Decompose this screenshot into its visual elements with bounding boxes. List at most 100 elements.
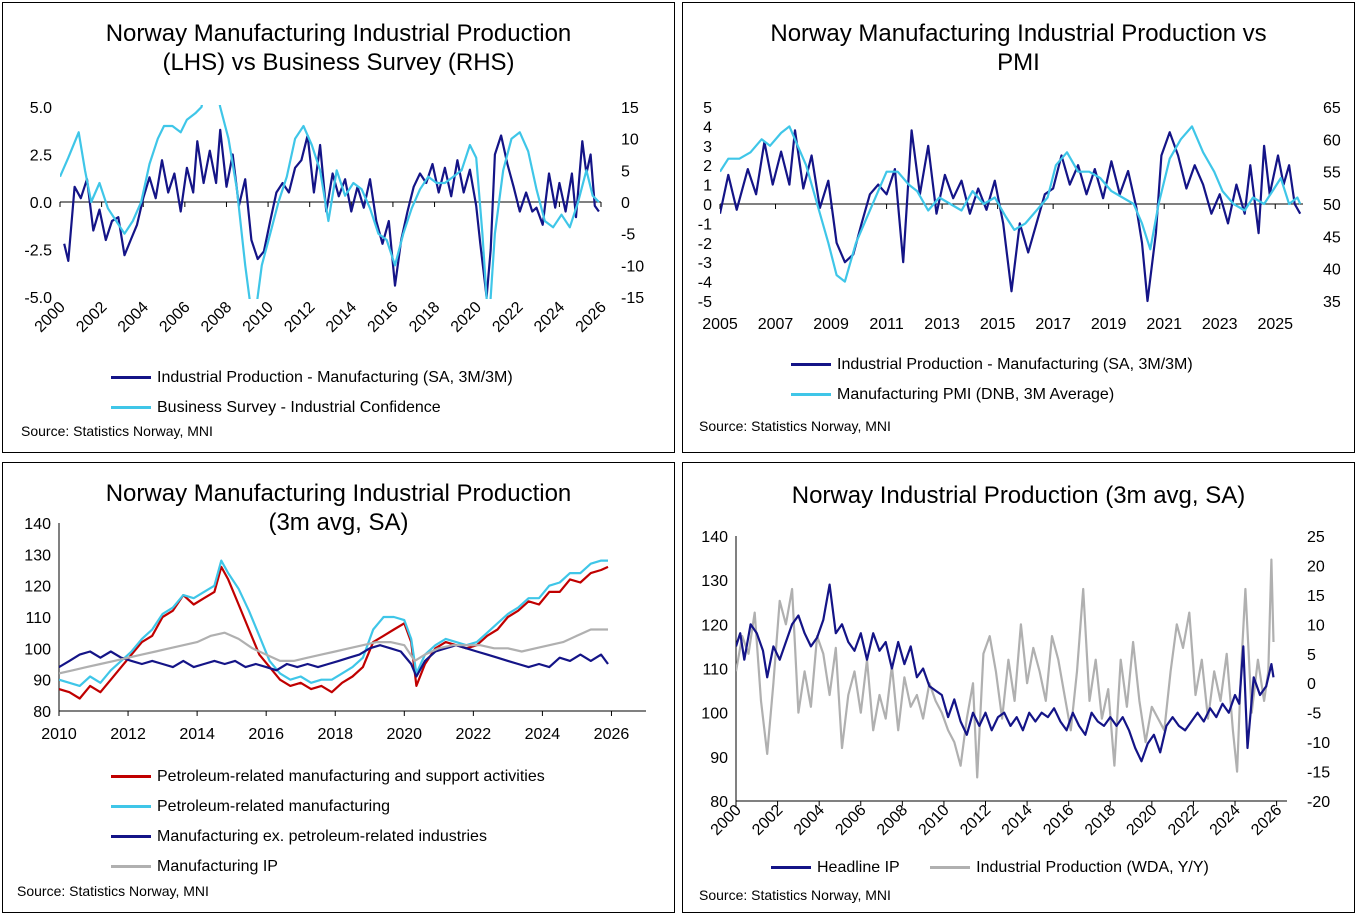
y-right-tick-label: 0	[1307, 676, 1316, 693]
legend-swatch-icon	[791, 393, 831, 397]
y-right-tick-label: 65	[1323, 100, 1341, 117]
chart-plot: 140 130 120 110 100 90 80 2010 2012 2014 2016 2018 2…	[24, 516, 646, 743]
x-tick-label: 2020	[386, 726, 422, 743]
legend-swatch-icon	[791, 363, 831, 367]
legend-item: Headline IP	[771, 853, 900, 883]
y-left-tick-label: 90	[710, 750, 728, 767]
y-right-tick-label: -5	[621, 227, 635, 244]
chart-plot: 5 4 3 2 1 0 -1 -2 -3 -4 -5 65 60 55 50 45 40 35 2005 2007 20…	[698, 100, 1341, 333]
legend-swatch-icon	[111, 805, 151, 809]
y-right-tick-label: 45	[1323, 229, 1341, 246]
legend-item: Manufacturing ex. petroleum-related indu…	[111, 822, 545, 852]
x-tick-label: 2013	[924, 316, 960, 333]
x-tick-label: 2010	[240, 299, 277, 336]
legend-swatch-icon	[111, 406, 151, 410]
y-left-tick-label: -1	[698, 216, 712, 233]
y-left-tick-label: 5.0	[30, 100, 52, 117]
x-tick-label: 2004	[115, 299, 152, 336]
x-tick-label: 2024	[1207, 802, 1244, 839]
y-left-tick-label: 140	[701, 529, 728, 546]
x-tick-label: 2024	[531, 299, 568, 336]
y-right-tick-label: 55	[1323, 165, 1341, 182]
y-left-tick-label: -5.0	[24, 290, 52, 307]
y-right-tick-label: 15	[621, 100, 639, 117]
y-left-tick-label: 110	[25, 610, 51, 627]
y-left-tick-label: 100	[24, 641, 51, 658]
x-tick-label: 2015	[980, 316, 1016, 333]
x-tick-label: 2010	[916, 802, 953, 839]
legend-swatch-icon	[771, 866, 811, 870]
chart-legend: Industrial Production - Manufacturing (S…	[791, 350, 1193, 410]
y-left-tick-label: 5	[703, 100, 712, 117]
y-left-tick-label: 130	[24, 547, 51, 564]
chart-panel-mfg-ip-vs-pmi: Norway Manufacturing Industrial Producti…	[682, 2, 1355, 453]
x-tick-label: 2004	[791, 802, 828, 839]
series-line	[59, 565, 609, 700]
x-tick-label: 2018	[317, 726, 353, 743]
y-right-tick-label: -15	[621, 290, 644, 307]
x-tick-label: 2018	[1082, 802, 1119, 839]
x-tick-label: 2005	[702, 316, 738, 333]
x-tick-label: 2024	[525, 726, 561, 743]
series-line	[59, 644, 609, 678]
y-left-tick-label: 1	[703, 178, 712, 195]
legend-item: Industrial Production - Manufacturing (S…	[111, 363, 513, 393]
legend-swatch-icon	[111, 835, 151, 839]
series-line	[60, 105, 600, 299]
legend-swatch-icon	[111, 865, 151, 869]
y-right-tick-label: -5	[1307, 706, 1321, 723]
x-tick-label: 2009	[813, 316, 849, 333]
y-right-tick-label: 5	[1307, 647, 1316, 664]
y-right-tick-label: 10	[1307, 617, 1325, 634]
chart-source: Source: Statistics Norway, MNI	[699, 418, 891, 434]
x-tick-label: 2020	[448, 299, 485, 336]
x-tick-label: 2011	[869, 316, 904, 333]
chart-panel-mfg-ip-3m-avg: Norway Manufacturing Industrial Producti…	[2, 462, 675, 913]
x-tick-label: 2016	[1040, 802, 1077, 839]
y-left-tick-label: 0	[703, 197, 712, 214]
chart-panel-industrial-production: Norway Industrial Production (3m avg, SA…	[682, 462, 1355, 913]
legend-item: Industrial Production - Manufacturing (S…	[791, 350, 1193, 380]
x-tick-label: 2012	[281, 299, 318, 336]
x-tick-label: 2018	[406, 299, 443, 336]
y-right-tick-label: 60	[1323, 132, 1341, 149]
x-tick-label: 2022	[1165, 802, 1202, 839]
y-left-tick-label: 3	[703, 139, 712, 156]
y-right-tick-label: -10	[621, 258, 644, 275]
chart-source: Source: Statistics Norway, MNI	[699, 887, 891, 903]
x-tick-label: 2002	[73, 299, 110, 336]
x-tick-label: 2002	[749, 802, 786, 839]
series-line	[720, 129, 1302, 303]
x-tick-label: 2021	[1146, 316, 1182, 333]
y-right-tick-label: 40	[1323, 262, 1341, 279]
x-tick-label: 2014	[179, 726, 215, 743]
legend-swatch-icon	[111, 775, 151, 779]
y-left-tick-label: 110	[702, 662, 728, 679]
y-right-tick-label: 15	[1307, 588, 1325, 605]
x-tick-label: 2026	[1248, 802, 1285, 839]
legend-swatch-icon	[111, 376, 151, 380]
x-tick-label: 2008	[874, 802, 911, 839]
y-right-tick-label: -10	[1307, 735, 1330, 752]
y-left-tick-label: -2	[698, 236, 712, 253]
x-tick-label: 2025	[1257, 316, 1293, 333]
x-tick-label: 2022	[489, 299, 526, 336]
y-left-tick-label: 120	[24, 579, 51, 596]
legend-item: Industrial Production (WDA, Y/Y)	[930, 853, 1209, 883]
chart-title: Norway Manufacturing Industrial Producti…	[105, 20, 572, 76]
y-right-tick-label: -20	[1307, 794, 1330, 811]
x-tick-label: 2008	[198, 299, 235, 336]
x-tick-label: 2012	[110, 726, 146, 743]
chart-legend: Headline IP Industrial Production (WDA, …	[771, 853, 1209, 883]
x-tick-label: 2014	[323, 299, 360, 336]
x-tick-label: 2026	[573, 299, 610, 336]
x-tick-label: 2012	[957, 802, 994, 839]
y-left-tick-label: -2.5	[24, 243, 52, 260]
y-left-tick-label: 120	[701, 617, 728, 634]
y-left-tick-label: 100	[701, 706, 728, 723]
y-left-tick-label: -5	[698, 294, 712, 311]
y-right-tick-label: 25	[1307, 529, 1325, 546]
legend-item: Manufacturing IP	[111, 852, 545, 882]
y-right-tick-label: 5	[621, 163, 630, 180]
